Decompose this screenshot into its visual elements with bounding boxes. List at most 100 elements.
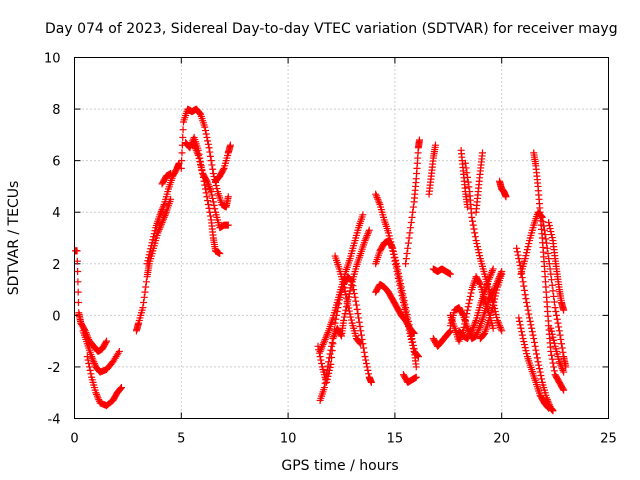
data-point	[410, 329, 418, 337]
series-arc-8	[177, 105, 232, 211]
data-point	[202, 189, 210, 197]
y-tick-label: 4	[52, 206, 60, 221]
data-point	[191, 143, 199, 151]
data-point	[341, 287, 349, 295]
data-point	[330, 331, 338, 339]
data-point	[144, 257, 152, 265]
data-point	[520, 286, 528, 294]
data-point	[209, 194, 217, 202]
data-point	[558, 344, 566, 352]
data-point	[384, 229, 392, 237]
data-point	[356, 323, 364, 331]
data-point	[548, 327, 556, 335]
chart-title: Day 074 of 2023, Sidereal Day-to-day VTE…	[45, 21, 618, 37]
data-point	[363, 363, 371, 371]
data-point	[315, 349, 323, 357]
data-point	[317, 356, 325, 364]
data-point	[114, 349, 122, 357]
series-arc-11	[211, 141, 234, 185]
data-point	[536, 368, 544, 376]
data-point	[471, 320, 479, 328]
series-arc-31	[496, 177, 510, 201]
data-point	[533, 354, 541, 362]
data-point	[548, 276, 556, 284]
data-point	[402, 307, 410, 315]
data-point	[404, 244, 412, 252]
series-arc-23	[429, 327, 454, 350]
data-point	[397, 280, 405, 288]
data-point	[523, 350, 531, 358]
data-point	[325, 358, 333, 366]
data-point	[520, 338, 528, 346]
data-point	[545, 219, 553, 227]
data-point	[466, 296, 474, 304]
y-tick-label: 6	[52, 155, 60, 170]
data-point	[402, 304, 410, 312]
data-point	[489, 265, 497, 273]
data-point	[545, 260, 553, 268]
data-point	[202, 130, 210, 138]
data-point	[555, 323, 563, 331]
data-point	[202, 176, 210, 184]
data-point	[399, 290, 407, 298]
data-point	[545, 222, 553, 230]
data-point	[206, 152, 214, 160]
data-point	[549, 333, 557, 341]
series-arc-21	[425, 141, 439, 198]
series-arc-15	[331, 252, 365, 348]
data-point	[522, 295, 530, 303]
data-point	[320, 339, 328, 347]
data-point	[465, 299, 473, 307]
data-point	[476, 252, 484, 260]
data-point	[365, 228, 373, 236]
data-point	[196, 109, 204, 117]
data-point	[320, 337, 328, 345]
data-point	[491, 292, 499, 300]
data-point	[518, 331, 526, 339]
series-arc-19	[399, 371, 420, 386]
data-point	[115, 347, 123, 355]
data-point	[145, 251, 153, 259]
plot-frame	[74, 57, 609, 419]
data-point	[325, 354, 333, 362]
data-point	[345, 307, 353, 315]
data-point	[93, 390, 101, 398]
data-point	[203, 133, 211, 141]
data-point	[203, 177, 211, 185]
data-point	[187, 142, 195, 150]
data-point	[502, 193, 510, 201]
data-point	[329, 335, 337, 343]
data-point	[549, 287, 557, 295]
data-point	[548, 351, 556, 359]
data-point	[405, 234, 413, 242]
data-points	[72, 105, 570, 415]
data-point	[204, 200, 212, 208]
data-point	[211, 205, 219, 213]
data-point	[520, 282, 528, 290]
data-point	[196, 158, 204, 166]
data-point	[404, 239, 412, 247]
data-point	[74, 278, 82, 286]
data-point	[192, 145, 200, 153]
data-point	[552, 307, 560, 315]
x-tick-label: 0	[70, 432, 78, 447]
data-point	[494, 318, 502, 326]
data-point	[528, 324, 536, 332]
data-point	[352, 301, 360, 309]
data-point	[469, 217, 477, 225]
data-point	[515, 314, 523, 322]
data-point	[206, 148, 214, 156]
data-point	[372, 190, 380, 198]
data-point	[324, 362, 332, 370]
data-point	[475, 325, 483, 333]
data-point	[491, 307, 499, 315]
data-point	[516, 317, 523, 325]
data-point	[543, 244, 551, 252]
data-point	[488, 267, 496, 275]
data-point	[388, 243, 396, 251]
data-point	[559, 385, 567, 393]
data-point	[318, 344, 326, 352]
data-point	[401, 300, 409, 308]
data-point	[468, 327, 476, 335]
